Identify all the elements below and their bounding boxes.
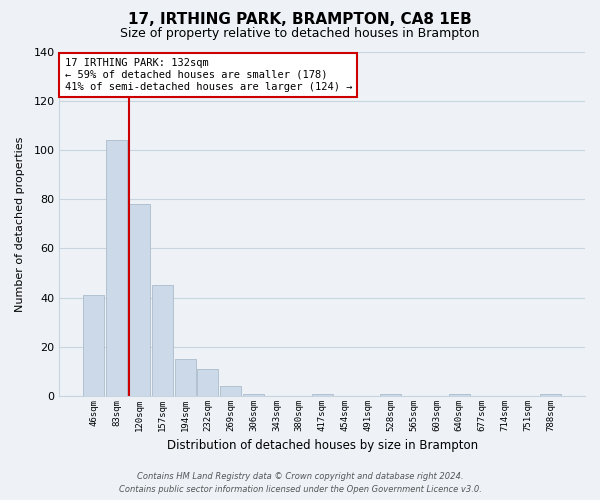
Bar xyxy=(311,394,332,396)
Text: 17, IRTHING PARK, BRAMPTON, CA8 1EB: 17, IRTHING PARK, BRAMPTON, CA8 1EB xyxy=(128,12,472,28)
Y-axis label: Number of detached properties: Number of detached properties xyxy=(15,136,25,312)
Bar xyxy=(197,369,218,396)
Bar xyxy=(129,204,150,396)
Bar xyxy=(540,394,561,396)
Text: 17 IRTHING PARK: 132sqm
← 59% of detached houses are smaller (178)
41% of semi-d: 17 IRTHING PARK: 132sqm ← 59% of detache… xyxy=(65,58,352,92)
Bar xyxy=(380,394,401,396)
Bar xyxy=(220,386,241,396)
Bar xyxy=(175,359,196,396)
Bar xyxy=(83,295,104,396)
Bar xyxy=(243,394,264,396)
Text: Contains HM Land Registry data © Crown copyright and database right 2024.
Contai: Contains HM Land Registry data © Crown c… xyxy=(119,472,481,494)
X-axis label: Distribution of detached houses by size in Brampton: Distribution of detached houses by size … xyxy=(167,440,478,452)
Text: Size of property relative to detached houses in Brampton: Size of property relative to detached ho… xyxy=(120,28,480,40)
Bar xyxy=(152,286,173,396)
Bar xyxy=(449,394,470,396)
Bar xyxy=(106,140,127,396)
